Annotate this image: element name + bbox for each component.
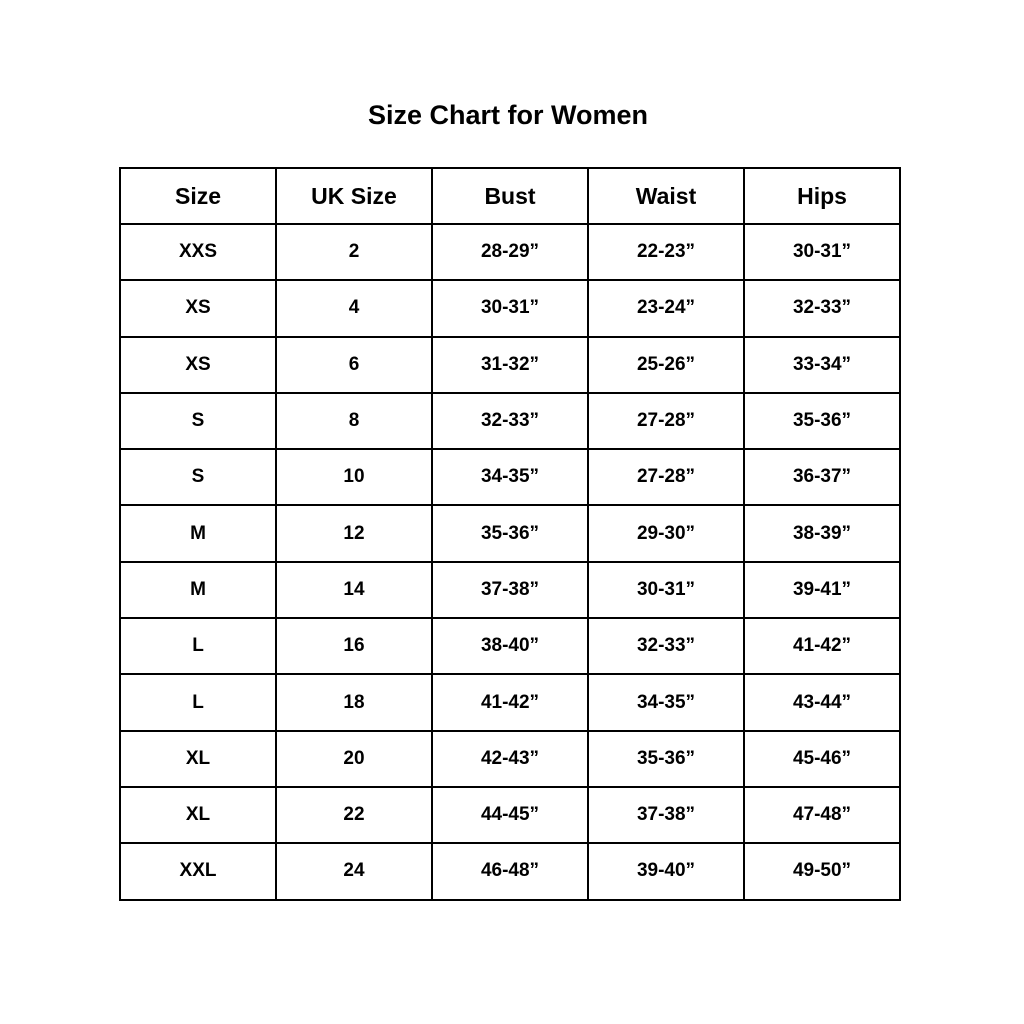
cell-hips: 49-50” bbox=[743, 842, 901, 901]
cell-hips: 43-44” bbox=[743, 673, 901, 732]
column-header-size: Size bbox=[119, 167, 277, 225]
cell-size: L bbox=[119, 673, 277, 732]
table-row: S 10 34-35” 27-28” 36-37” bbox=[119, 448, 901, 507]
cell-waist: 39-40” bbox=[587, 842, 745, 901]
cell-uk-size: 8 bbox=[275, 391, 433, 451]
cell-hips: 35-36” bbox=[743, 391, 901, 451]
cell-uk-size: 10 bbox=[275, 448, 433, 507]
cell-bust: 42-43” bbox=[431, 729, 589, 788]
cell-bust: 28-29” bbox=[431, 222, 589, 282]
cell-bust: 38-40” bbox=[431, 617, 589, 676]
cell-hips: 38-39” bbox=[743, 504, 901, 563]
cell-bust: 46-48” bbox=[431, 842, 589, 901]
cell-waist: 23-24” bbox=[587, 279, 745, 338]
cell-bust: 32-33” bbox=[431, 391, 589, 451]
cell-waist: 22-23” bbox=[587, 222, 745, 282]
cell-size: L bbox=[119, 617, 277, 676]
cell-bust: 44-45” bbox=[431, 785, 589, 845]
cell-hips: 36-37” bbox=[743, 448, 901, 507]
table-row: XS 4 30-31” 23-24” 32-33” bbox=[119, 279, 901, 338]
cell-size: XXL bbox=[119, 842, 277, 901]
cell-waist: 37-38” bbox=[587, 785, 745, 845]
table-row: XS 6 31-32” 25-26” 33-34” bbox=[119, 335, 901, 394]
column-header-uk-size: UK Size bbox=[275, 167, 433, 225]
cell-size: M bbox=[119, 560, 277, 620]
table-row: XXL 24 46-48” 39-40” 49-50” bbox=[119, 842, 901, 901]
cell-size: XS bbox=[119, 335, 277, 394]
cell-waist: 34-35” bbox=[587, 673, 745, 732]
table-row: XXS 2 28-29” 22-23” 30-31” bbox=[119, 222, 901, 282]
cell-uk-size: 6 bbox=[275, 335, 433, 394]
cell-uk-size: 16 bbox=[275, 617, 433, 676]
cell-size: XXS bbox=[119, 222, 277, 282]
cell-hips: 47-48” bbox=[743, 785, 901, 845]
cell-bust: 30-31” bbox=[431, 279, 589, 338]
table-row: L 18 41-42” 34-35” 43-44” bbox=[119, 673, 901, 732]
page-title: Size Chart for Women bbox=[367, 100, 649, 130]
cell-uk-size: 20 bbox=[275, 729, 433, 788]
cell-waist: 29-30” bbox=[587, 504, 745, 563]
cell-uk-size: 2 bbox=[275, 222, 433, 282]
cell-bust: 34-35” bbox=[431, 448, 589, 507]
cell-waist: 27-28” bbox=[587, 391, 745, 451]
cell-bust: 37-38” bbox=[431, 560, 589, 620]
cell-waist: 32-33” bbox=[587, 617, 745, 676]
cell-size: S bbox=[119, 448, 277, 507]
table-row: L 16 38-40” 32-33” 41-42” bbox=[119, 617, 901, 676]
table-row: XL 20 42-43” 35-36” 45-46” bbox=[119, 729, 901, 788]
cell-uk-size: 24 bbox=[275, 842, 433, 901]
cell-hips: 41-42” bbox=[743, 617, 901, 676]
cell-hips: 45-46” bbox=[743, 729, 901, 788]
column-header-bust: Bust bbox=[431, 167, 589, 225]
cell-uk-size: 18 bbox=[275, 673, 433, 732]
table-row: XL 22 44-45” 37-38” 47-48” bbox=[119, 785, 901, 845]
cell-bust: 41-42” bbox=[431, 673, 589, 732]
column-header-hips: Hips bbox=[743, 167, 901, 225]
column-header-waist: Waist bbox=[587, 167, 745, 225]
size-chart-table: Size UK Size Bust Waist Hips XXS 2 28-29” 22-23… bbox=[119, 167, 901, 901]
cell-uk-size: 12 bbox=[275, 504, 433, 563]
table-row: M 12 35-36” 29-30” 38-39” bbox=[119, 504, 901, 563]
cell-waist: 35-36” bbox=[587, 729, 745, 788]
cell-uk-size: 4 bbox=[275, 279, 433, 338]
cell-size: M bbox=[119, 504, 277, 563]
table-row: M 14 37-38” 30-31” 39-41” bbox=[119, 560, 901, 620]
cell-size: XL bbox=[119, 785, 277, 845]
header-row: Size UK Size Bust Waist Hips bbox=[119, 167, 901, 225]
cell-size: S bbox=[119, 391, 277, 451]
cell-hips: 33-34” bbox=[743, 335, 901, 394]
cell-size: XS bbox=[119, 279, 277, 338]
cell-waist: 30-31” bbox=[587, 560, 745, 620]
cell-waist: 27-28” bbox=[587, 448, 745, 507]
cell-hips: 30-31” bbox=[743, 222, 901, 282]
cell-waist: 25-26” bbox=[587, 335, 745, 394]
cell-uk-size: 14 bbox=[275, 560, 433, 620]
cell-bust: 35-36” bbox=[431, 504, 589, 563]
cell-size: XL bbox=[119, 729, 277, 788]
cell-hips: 32-33” bbox=[743, 279, 901, 338]
cell-bust: 31-32” bbox=[431, 335, 589, 394]
cell-hips: 39-41” bbox=[743, 560, 901, 620]
cell-uk-size: 22 bbox=[275, 785, 433, 845]
table-row: S 8 32-33” 27-28” 35-36” bbox=[119, 391, 901, 451]
